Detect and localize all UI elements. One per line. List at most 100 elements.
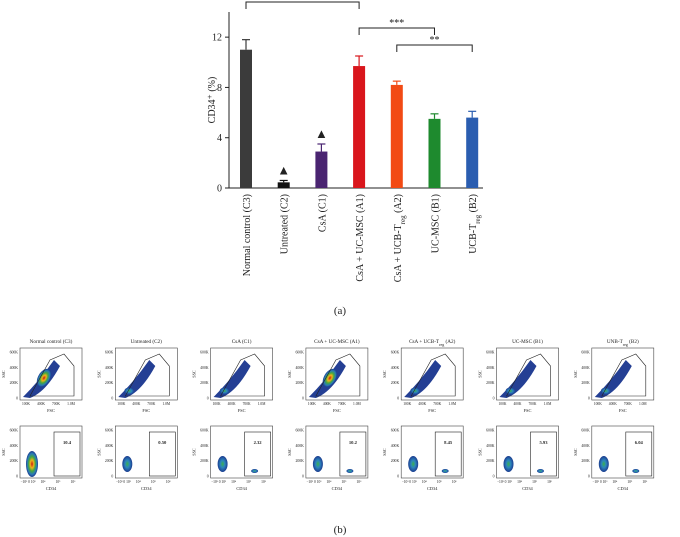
- bar: [466, 117, 479, 188]
- y-axis-label: CD34⁺ (%): [207, 77, 218, 124]
- flow-y-tick: 200K: [10, 381, 19, 385]
- flow-x-tick: 700K: [52, 402, 60, 406]
- flow-y-tick: 0: [16, 475, 18, 479]
- gate-percentage: 5.93: [539, 440, 548, 445]
- y-tick-label: 12: [212, 33, 222, 44]
- flow-x-tick: −10³ 0 10³: [211, 480, 227, 484]
- cd34-gate: [244, 431, 271, 477]
- flow-y-tick: 400K: [200, 444, 209, 448]
- bar: [353, 66, 366, 188]
- fsc-ssc-plot: 600K 400K 200K 0 SSC 100K 400K 700K 1.0M FSC: [478, 347, 559, 413]
- cd34-gate: [149, 431, 176, 477]
- flow-y-tick: 200K: [581, 381, 590, 385]
- flow-y-tick: 600K: [105, 429, 114, 433]
- flow-y-tick: 600K: [391, 429, 400, 433]
- flow-y-tick: 0: [588, 475, 590, 479]
- x-tick-label: Normal control (C3): [242, 194, 253, 276]
- gate-polygon: [601, 353, 647, 397]
- flow-x-tick: 10⁴: [517, 480, 523, 484]
- flow-x-tick: 1.0M: [353, 402, 361, 406]
- gate-polygon: [410, 353, 456, 397]
- flow-x-tick: 10⁴: [422, 480, 428, 484]
- flow-y-tick: 0: [302, 397, 304, 401]
- positive-population: [537, 469, 544, 473]
- fsc-ssc-plot: 600K 400K 200K 0 SSC 100K 400K 700K 1.0M FSC: [382, 347, 464, 413]
- flow-x-tick: 10⁶: [547, 480, 553, 484]
- cd34-ssc-plot: 600K 400K 200K 0 SSC −10³ 0 10³ 10⁴ 10⁵ 10⁶ CD34 2…: [192, 425, 273, 491]
- panel-label-a: (a): [334, 305, 347, 317]
- fsc-ssc-plot: 600K 400K 200K 0 SSC 100K 400K 700K 1.0M FSC: [573, 347, 655, 413]
- flow-y-tick: 0: [588, 397, 590, 401]
- flow-x-label: CD34: [236, 486, 247, 491]
- flow-y-tick: 0: [397, 475, 399, 479]
- flow-x-tick: 400K: [514, 402, 522, 406]
- flow-y-label: SSC: [192, 448, 197, 456]
- gate-percentage: 2.32: [254, 440, 263, 445]
- flow-x-tick: 400K: [37, 402, 45, 406]
- flow-cytometry-grid: Normal control (C3) 600K 400K 200K 0 SSC 100K 4…: [1, 338, 655, 491]
- flow-y-tick: 600K: [105, 351, 114, 355]
- flow-x-tick: −10³ 0 10³: [402, 480, 418, 484]
- flow-x-label: CD34: [427, 486, 438, 491]
- positive-population: [441, 469, 449, 473]
- flow-y-tick: 200K: [105, 459, 114, 463]
- flow-x-label: CD34: [332, 486, 343, 491]
- x-tick-label: Untreated (C2): [280, 194, 291, 254]
- flow-y-tick: 0: [302, 475, 304, 479]
- flow-y-tick: 400K: [10, 444, 19, 448]
- flow-y-label: SSC: [287, 448, 292, 456]
- flow-y-label: SSC: [478, 370, 483, 378]
- flow-x-label: FSC: [333, 408, 341, 413]
- flow-y-label: SSC: [573, 370, 578, 378]
- flow-y-tick: 200K: [581, 459, 590, 463]
- fsc-ssc-plot: 600K 400K 200K 0 SSC 100K 400K 700K 1.0M FSC: [96, 347, 178, 413]
- significance-label: NS: [296, 0, 309, 3]
- flow-y-tick: 600K: [486, 351, 495, 355]
- flow-y-tick: 600K: [10, 351, 19, 355]
- flow-y-tick: 200K: [295, 459, 304, 463]
- flow-x-tick: 10⁵: [532, 480, 538, 484]
- flow-y-tick: 0: [397, 397, 399, 401]
- flow-x-tick: −10³ 0 10³: [497, 480, 513, 484]
- flow-x-tick: 100K: [499, 402, 507, 406]
- flow-y-tick: 600K: [295, 351, 304, 355]
- flow-x-tick: 400K: [609, 402, 617, 406]
- flow-y-tick: 600K: [486, 429, 495, 433]
- flow-y-label: SSC: [1, 370, 6, 378]
- flow-x-tick: 10⁶: [452, 480, 458, 484]
- cd34-gate: [625, 431, 653, 477]
- flow-y-label: SSC: [192, 370, 197, 378]
- significance-bracket: [245, 1, 360, 9]
- density-hotspot: [322, 368, 338, 388]
- flow-x-tick: 400K: [323, 402, 331, 406]
- fsc-ssc-plot: 600K 400K 200K 0 SSC 100K 400K 700K 1.0M FSC: [1, 347, 83, 413]
- positive-population: [251, 469, 259, 473]
- flow-x-tick: 10⁶: [356, 480, 362, 484]
- flow-y-tick: 200K: [105, 381, 114, 385]
- flow-y-tick: 600K: [200, 429, 209, 433]
- flow-y-tick: 600K: [581, 429, 590, 433]
- flow-y-tick: 0: [493, 397, 495, 401]
- flow-x-tick: 400K: [228, 402, 236, 406]
- flow-y-tick: 600K: [581, 351, 590, 355]
- flow-y-tick: 200K: [10, 459, 19, 463]
- flow-y-label: SSC: [382, 448, 387, 456]
- flow-x-label: FSC: [142, 408, 150, 413]
- flow-y-tick: 0: [207, 397, 209, 401]
- flow-y-tick: 600K: [10, 429, 19, 433]
- gate-polygon: [220, 353, 265, 397]
- bar: [428, 118, 441, 188]
- flow-column-title: CsA + UCB-Treg (A2): [409, 338, 456, 347]
- gate-percentage: 6.04: [635, 440, 644, 445]
- flow-x-tick: 10⁴: [231, 480, 237, 484]
- flow-x-tick: 10⁵: [246, 480, 252, 484]
- flow-y-tick: 400K: [391, 444, 400, 448]
- significance-marker: ▲: [315, 126, 328, 141]
- cd34-gate: [434, 431, 462, 477]
- flow-y-label: SSC: [382, 370, 387, 378]
- flow-y-tick: 200K: [486, 459, 495, 463]
- x-tick-label: CsA (C1): [317, 194, 328, 232]
- flow-y-tick: 600K: [391, 351, 400, 355]
